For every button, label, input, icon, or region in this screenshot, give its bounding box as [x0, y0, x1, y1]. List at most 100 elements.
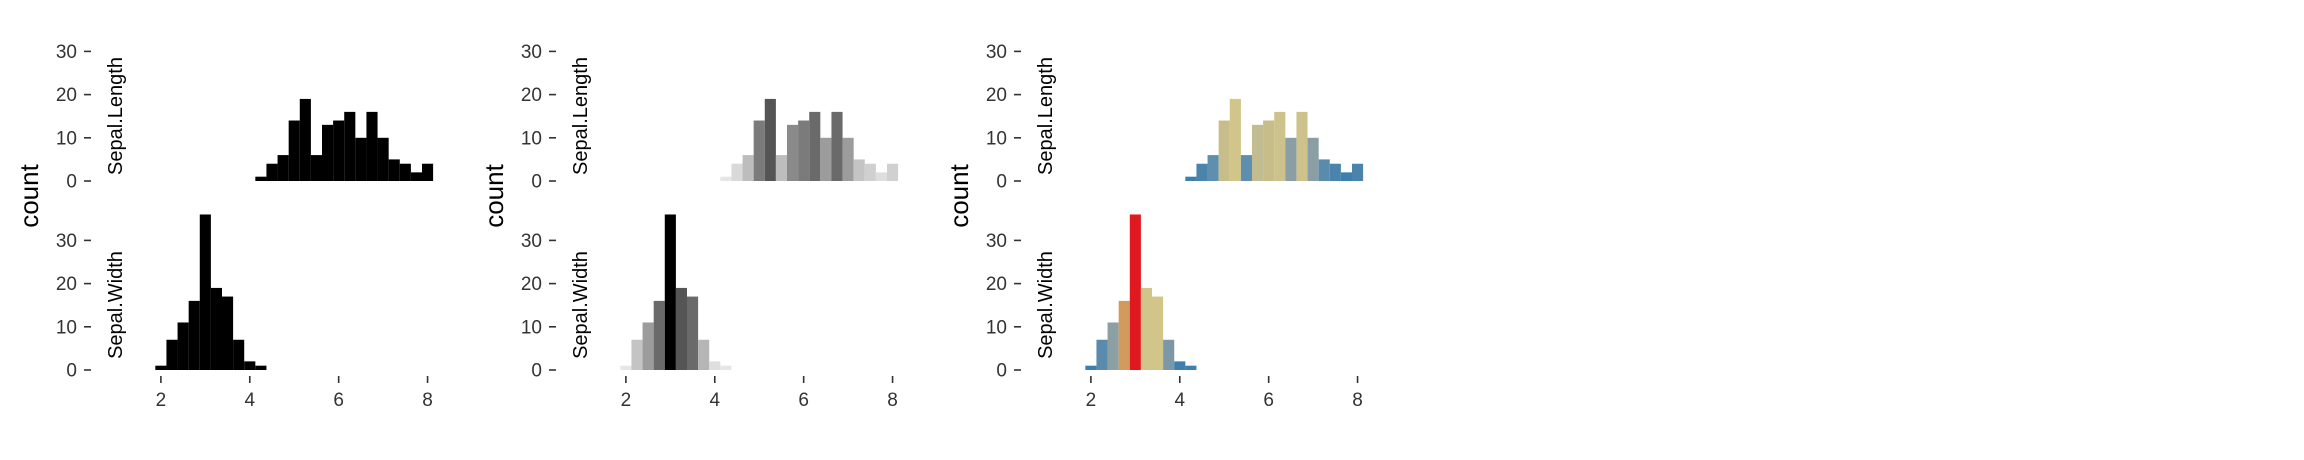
y-tick-label: 30: [521, 42, 542, 63]
bar: [1140, 287, 1152, 370]
bar: [642, 322, 654, 370]
bar: [631, 339, 643, 370]
bar: [1274, 111, 1286, 181]
y-tick-label: 20: [56, 85, 77, 106]
bar: [831, 111, 843, 181]
y-tick-label: 20: [986, 274, 1007, 295]
bar: [310, 155, 322, 181]
facet-strip-label: Sepal.Length: [1035, 57, 1057, 175]
bar: [199, 214, 211, 370]
bar: [355, 137, 367, 181]
bar: [887, 163, 899, 181]
bar: [177, 322, 189, 370]
bar: [875, 172, 887, 181]
bar: [1185, 176, 1197, 181]
bar: [299, 98, 311, 181]
bar: [266, 163, 278, 181]
bar: [255, 365, 267, 370]
y-tick-label: 30: [56, 42, 77, 63]
y-tick-label: 10: [986, 128, 1007, 149]
bar: [675, 287, 687, 370]
y-tick-label: 10: [56, 128, 77, 149]
facet-sepal-length: Sepal.Length 0 10 20 30: [56, 42, 434, 193]
bar: [787, 124, 799, 181]
y-tick-label: 0: [996, 172, 1007, 193]
bar: [1307, 137, 1319, 181]
x-tick-label: 2: [156, 390, 167, 411]
bar: [344, 111, 356, 181]
x-tick-label: 6: [333, 390, 344, 411]
bar: [422, 163, 434, 181]
bar: [1318, 159, 1330, 181]
bar: [1329, 163, 1341, 181]
bar: [1118, 300, 1130, 370]
facet-sepal-width: Sepal.Width 0 10 20 30: [56, 214, 267, 382]
bar: [1207, 155, 1219, 181]
bar: [222, 296, 234, 370]
bar: [255, 176, 267, 181]
x-tick-label: 2: [1086, 390, 1097, 411]
facet-sepal-width: Sepal.Width 0 10 20 30: [986, 214, 1197, 382]
facet-sepal-length: Sepal.Length 0 10 20 30: [521, 42, 899, 193]
bar: [853, 159, 865, 181]
bar: [653, 300, 665, 370]
bar: [1096, 339, 1108, 370]
bar: [820, 137, 832, 181]
bar: [1129, 214, 1141, 370]
bar: [322, 124, 334, 181]
bar: [720, 365, 732, 370]
bar: [864, 163, 876, 181]
bar: [742, 155, 754, 181]
y-tick-label: 10: [986, 317, 1007, 338]
bar: [277, 155, 289, 181]
y-tick-label: 0: [531, 172, 542, 193]
bar: [1352, 163, 1364, 181]
y-tick-label: 10: [56, 317, 77, 338]
x-tick-label: 2: [621, 390, 632, 411]
bar: [620, 365, 632, 370]
bar: [687, 296, 699, 370]
bar: [1163, 339, 1175, 370]
bar: [698, 339, 710, 370]
bar: [1285, 137, 1297, 181]
bar: [1085, 365, 1097, 370]
x-tick-label: 8: [422, 390, 433, 411]
bar: [155, 365, 167, 370]
y-tick-label: 20: [56, 274, 77, 295]
bar: [410, 172, 422, 181]
bar: [1340, 172, 1352, 181]
y-tick-label: 20: [521, 85, 542, 106]
y-tick-label: 30: [521, 231, 542, 252]
x-tick-label: 8: [1352, 390, 1363, 411]
bar: [233, 339, 245, 370]
bar: [166, 339, 178, 370]
bar: [798, 120, 810, 181]
bar: [1229, 98, 1241, 181]
bar: [764, 98, 776, 181]
panel-histogram-colour: count Sepal.Length 0 10 20 30 Sepal.Width 0 10 20…: [944, 42, 1364, 411]
x-tick-label: 4: [1174, 390, 1185, 411]
bar: [377, 137, 389, 181]
bar: [288, 120, 300, 181]
facet-strip-label: Sepal.Width: [570, 251, 592, 359]
bar: [244, 361, 256, 370]
bar: [842, 137, 854, 181]
bar: [188, 300, 200, 370]
bar: [333, 120, 345, 181]
x-tick-label: 8: [887, 390, 898, 411]
bar: [1252, 124, 1264, 181]
y-axis-title: count: [14, 163, 44, 227]
bar: [1185, 365, 1197, 370]
y-axis-title: count: [479, 163, 509, 227]
bar: [1196, 163, 1208, 181]
y-tick-label: 0: [996, 361, 1007, 382]
panel-histogram-grey: count Sepal.Length 0 10 20 30 Sepal.Width 0 10 20…: [479, 42, 899, 411]
bar: [664, 214, 676, 370]
x-tick-label: 4: [244, 390, 255, 411]
facet-sepal-width: Sepal.Width 0 10 20 30: [521, 214, 732, 382]
bar: [399, 163, 411, 181]
bar: [1174, 361, 1186, 370]
bar: [1296, 111, 1308, 181]
bar: [210, 287, 222, 370]
